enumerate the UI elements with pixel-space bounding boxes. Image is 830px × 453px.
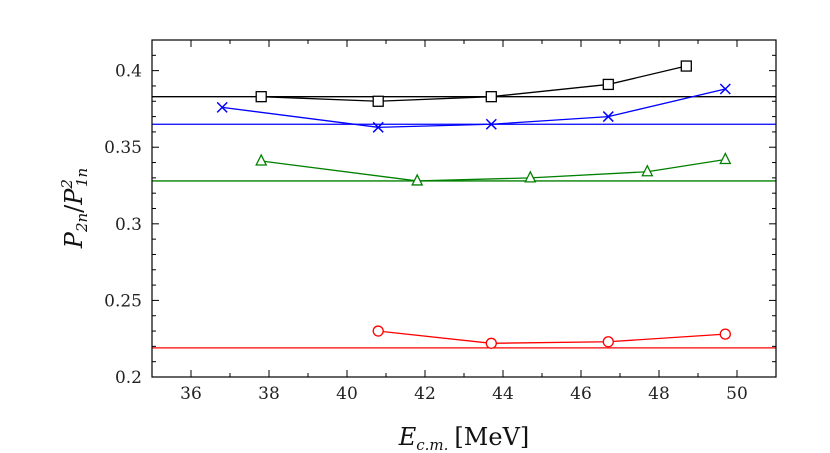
square-marker [680, 60, 692, 72]
x-axis-symbol: E [398, 423, 417, 451]
series-line [261, 65, 687, 102]
circle-marker [719, 328, 731, 340]
square-marker [485, 91, 497, 103]
circle-marker [602, 336, 614, 348]
reference-lines [152, 96, 776, 349]
y-tick-label: 0.3 [115, 215, 142, 235]
square-marker [255, 91, 267, 103]
axis-ticks: 36 38 40 42 44 46 48 50 0.2 0.25 0.3 0.35 0.4 [104, 39, 777, 404]
y-tick-label: 0.35 [104, 138, 142, 158]
y-axis-denominator-superscript: 2 [58, 179, 76, 190]
cross-marker [602, 111, 614, 123]
x-tick-label: 36 [180, 384, 202, 404]
x-axis-title: Ec.m. [MeV] [398, 423, 530, 453]
y-axis-numerator: P [60, 231, 88, 249]
y-tick-label: 0.4 [115, 62, 142, 82]
circle-marker [372, 325, 384, 337]
circle-marker [485, 337, 497, 349]
x-tick-label: 46 [570, 384, 592, 404]
x-tick-label: 48 [648, 384, 670, 404]
series-line [222, 88, 726, 128]
triangle-marker [255, 153, 268, 166]
series-line [261, 158, 726, 182]
y-axis-slash: / [60, 204, 88, 213]
triangle-marker [524, 170, 537, 183]
x-axis-subscript: c.m. [416, 436, 448, 453]
x-tick-label: 50 [726, 384, 748, 404]
series-markers [216, 60, 732, 349]
cross-marker [719, 83, 731, 95]
square-marker [372, 95, 384, 107]
y-axis-numerator-subscript: 2n [73, 213, 91, 233]
triangle-marker [641, 164, 654, 177]
triangle-marker [411, 173, 424, 186]
triangle-marker [719, 152, 732, 165]
square-marker [602, 78, 614, 91]
y-tick-label: 0.2 [115, 368, 142, 388]
series-lines [222, 65, 726, 344]
cross-marker [372, 121, 384, 133]
x-tick-label: 44 [492, 384, 514, 404]
plot-frame [151, 39, 777, 378]
x-tick-label: 38 [258, 384, 280, 404]
x-tick-label: 40 [336, 384, 358, 404]
cross-marker [485, 118, 497, 130]
y-axis-title: P2n/P21n [58, 168, 91, 249]
x-tick-label: 42 [414, 384, 436, 404]
y-axis-denominator: P [60, 188, 88, 206]
series-line [378, 330, 726, 344]
x-axis-unit: [MeV] [454, 423, 529, 451]
y-axis-denominator-subscript: 1n [73, 168, 91, 187]
cross-marker [216, 101, 228, 113]
y-tick-label: 0.25 [104, 291, 142, 311]
